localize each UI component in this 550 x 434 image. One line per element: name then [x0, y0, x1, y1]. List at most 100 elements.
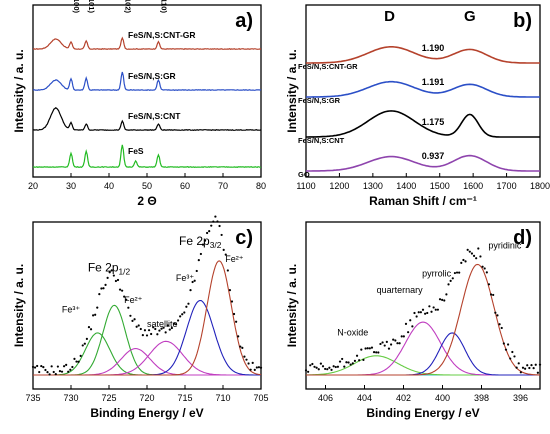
data-point [353, 359, 357, 363]
x-tick-label: 1400 [396, 181, 416, 191]
data-point [222, 248, 225, 251]
data-point [102, 287, 105, 290]
series-label: FeS [128, 146, 144, 156]
x-tick-label: 60 [180, 181, 190, 191]
data-point [164, 331, 167, 334]
data-point [430, 310, 433, 313]
data-point [304, 369, 308, 372]
raman-line-1 [306, 80, 540, 98]
raman-line-3 [306, 154, 540, 172]
data-point [46, 371, 49, 374]
data-point [75, 360, 78, 363]
x-axis-label: Binding Energy / eV [90, 406, 203, 420]
data-point [108, 271, 111, 274]
peak-annotation: quarternary [377, 285, 424, 295]
x-tick-label: 725 [101, 393, 116, 403]
panel-d: 406 404 402 400 398 396 Binding Energy / eV Int… [285, 221, 542, 420]
data-point [506, 343, 510, 346]
data-point [409, 319, 412, 322]
fit-component-3 [33, 340, 261, 376]
data-point [462, 258, 465, 262]
data-point [50, 365, 53, 368]
data-point [73, 357, 76, 360]
y-axis-label: Intensity / a. u. [12, 264, 26, 347]
data-point [187, 302, 190, 305]
data-point [241, 346, 244, 349]
data-point [230, 300, 234, 303]
fit-component-2 [306, 332, 540, 376]
data-point [321, 365, 325, 368]
data-point [40, 364, 43, 368]
data-point [528, 366, 531, 370]
data-point [494, 311, 497, 314]
x-tick-label: 70 [218, 181, 228, 191]
peak-annotation: Fe²⁺ [124, 295, 143, 305]
x-tick-label: 720 [139, 393, 154, 403]
data-point [502, 342, 505, 345]
data-point [364, 347, 367, 350]
x-tick-label: 20 [28, 181, 38, 191]
data-point [166, 324, 169, 327]
data-point [411, 325, 414, 328]
raman-line-0 [306, 46, 540, 64]
data-point [133, 318, 136, 321]
data-point [332, 365, 335, 368]
id-ig-ratio: 1.190 [422, 43, 445, 53]
data-point [451, 277, 454, 280]
data-point [517, 362, 520, 365]
data-point [48, 373, 51, 376]
peak-index-label: (101) [87, 0, 96, 13]
x-tick-label: 80 [256, 181, 266, 191]
data-point [110, 269, 113, 272]
data-point [208, 230, 211, 233]
data-point [224, 253, 227, 256]
data-point [183, 311, 186, 314]
data-point [349, 363, 352, 366]
data-point [162, 326, 165, 329]
peak-annotation: Fe²⁺ [225, 254, 244, 264]
data-point [247, 362, 250, 365]
data-point [201, 243, 205, 246]
data-point [179, 315, 182, 318]
x-tick-label: 735 [25, 393, 40, 403]
panel-label: c) [235, 227, 253, 249]
data-point [328, 366, 331, 369]
data-point [526, 364, 529, 367]
data-point [197, 259, 200, 262]
data-point [519, 371, 522, 374]
data-point [123, 295, 126, 298]
peak-annotation: pyridinic [488, 241, 522, 251]
data-point [89, 328, 93, 331]
data-point [210, 224, 213, 227]
plot-frame [305, 221, 541, 390]
data-point [489, 293, 493, 296]
data-point [42, 365, 45, 369]
data-point [147, 329, 151, 332]
data-point [419, 311, 422, 314]
data-point [87, 325, 91, 329]
data-point [460, 261, 463, 264]
data-point [336, 365, 340, 368]
peak-index-label: (102) [123, 0, 132, 13]
data-point [504, 348, 508, 351]
data-point [355, 354, 359, 357]
data-point [434, 308, 437, 311]
data-point [536, 371, 539, 374]
x-tick-label: 730 [63, 393, 78, 403]
data-point [470, 252, 474, 255]
data-point [472, 254, 476, 257]
data-point [255, 366, 258, 369]
x-tick-label: 1100 [296, 181, 315, 191]
fit-component-3 [306, 263, 540, 376]
series-label: FeS/N,S:CNT-GR [298, 62, 358, 71]
data-point [168, 328, 171, 331]
data-point [485, 271, 488, 274]
data-point [156, 333, 159, 336]
data-point [307, 370, 310, 373]
panel-a: 20 30 40 50 60 70 80 2 Θ Intensity / a. u. a) FeS/… [12, 0, 266, 208]
x-tick-label: 1500 [430, 181, 450, 191]
xrd-line-3 [33, 144, 261, 168]
data-point [483, 267, 486, 270]
id-ig-ratio: 0.937 [422, 151, 445, 161]
data-point [524, 367, 527, 370]
